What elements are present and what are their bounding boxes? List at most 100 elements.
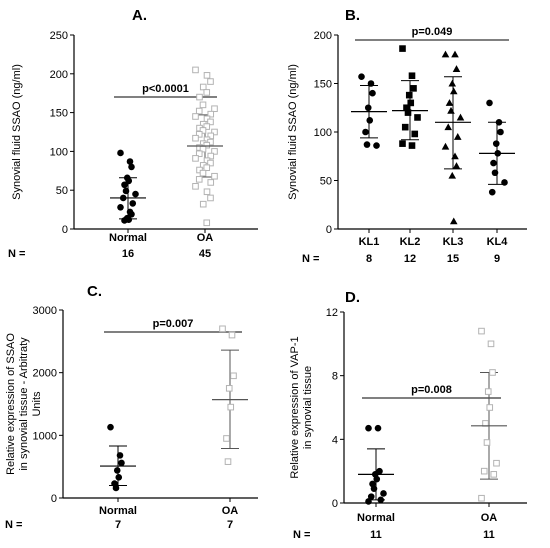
y-axis-label-line: Units <box>31 391 43 417</box>
data-point <box>491 169 499 177</box>
n-value: 9 <box>494 253 500 265</box>
n-value: 16 <box>122 248 134 260</box>
data-point <box>487 340 495 348</box>
data-point <box>445 99 454 106</box>
y-axis-label-line: Relative expression of SSAO <box>5 333 17 475</box>
data-point <box>117 203 124 211</box>
data-point <box>486 99 493 107</box>
n-value: 7 <box>227 519 233 531</box>
data-point <box>451 152 459 160</box>
y-tick-label: 150 <box>314 79 332 91</box>
data-point <box>480 467 488 475</box>
y-axis-label-line: Relative expression of VAP-1 <box>289 336 301 478</box>
data-point <box>448 79 457 87</box>
data-point <box>207 132 215 140</box>
data-point <box>374 424 382 432</box>
data-point <box>107 423 114 431</box>
data-point <box>192 134 199 142</box>
data-point <box>408 142 416 149</box>
data-point <box>223 435 230 442</box>
panel-c: C. 0 1000 2000 3000 Normal OA N = 7 7 Relative exp… <box>5 283 258 531</box>
data-point <box>364 104 372 112</box>
data-point <box>358 73 365 81</box>
data-point <box>373 142 380 149</box>
y-tick-label: 1000 <box>33 430 57 442</box>
panel-a: A. 0 50 100 150 200 250 Normal OA N = 16 45 Synovial… <box>8 7 258 260</box>
data-point <box>112 484 120 492</box>
p-value-label: p=0.008 <box>411 384 452 396</box>
data-point <box>203 188 211 196</box>
data-point <box>408 72 416 80</box>
data-point <box>399 140 406 147</box>
y-axis-label-line: in synovial tissue <box>302 366 314 449</box>
y-tick-label: 12 <box>326 307 338 319</box>
panel-d: D. 0 4 8 12 Normal OA N = 11 11 Relative expressio… <box>289 289 527 541</box>
data-point <box>224 458 232 465</box>
data-point <box>132 190 139 198</box>
data-point <box>192 155 199 162</box>
data-point <box>203 164 211 171</box>
data-point <box>118 459 125 467</box>
n-value: 11 <box>370 529 382 541</box>
x-category-label: Normal <box>109 232 147 244</box>
y-tick-label: 150 <box>50 108 68 120</box>
data-point <box>126 158 134 165</box>
data-point <box>365 424 372 432</box>
n-label: N = <box>8 248 25 260</box>
y-tick-label: 0 <box>326 224 332 236</box>
data-point <box>365 498 372 505</box>
panel-letter: A. <box>132 7 147 24</box>
data-point <box>478 327 485 335</box>
p-value-label: p=0.007 <box>153 318 194 330</box>
data-point <box>199 127 207 134</box>
y-tick-label: 200 <box>50 69 68 81</box>
x-category-label: KL2 <box>400 236 421 248</box>
y-tick-label: 3000 <box>33 305 57 317</box>
n-value: 15 <box>447 253 459 265</box>
data-point <box>369 89 376 97</box>
data-point <box>370 485 378 492</box>
data-point <box>456 113 465 121</box>
data-point <box>199 200 207 208</box>
data-point <box>192 183 199 190</box>
x-category-label: KL4 <box>487 236 509 248</box>
data-point <box>478 494 485 502</box>
data-point <box>453 133 462 140</box>
p-value-label: p<0.0001 <box>142 83 189 95</box>
y-tick-label: 0 <box>332 498 338 510</box>
data-point <box>203 72 211 79</box>
data-point <box>405 91 413 99</box>
data-point <box>449 87 458 95</box>
y-tick-label: 2000 <box>33 368 57 380</box>
data-point <box>203 89 211 96</box>
data-point <box>199 169 207 177</box>
data-point <box>486 404 494 411</box>
x-category-label: Normal <box>99 505 137 517</box>
data-point <box>121 217 128 224</box>
p-value-label: p=0.049 <box>412 26 453 38</box>
data-point <box>447 106 455 114</box>
y-axis-label-line: in synovial tissue - Arbitraty <box>18 337 30 471</box>
n-value: 8 <box>366 253 372 265</box>
data-point <box>207 78 214 85</box>
y-axis-label: Synovial fluid SSAO (ng/ml) <box>287 64 299 200</box>
data-point <box>452 65 461 72</box>
data-point <box>228 331 236 339</box>
data-point <box>441 142 450 150</box>
data-point <box>199 101 207 109</box>
data-point <box>451 50 459 58</box>
data-point <box>414 114 421 121</box>
data-point <box>207 152 215 160</box>
data-point <box>192 66 199 74</box>
data-point <box>449 217 458 225</box>
data-point <box>492 140 500 147</box>
data-point <box>117 149 124 157</box>
data-point <box>380 490 387 497</box>
data-point <box>377 496 385 504</box>
data-point <box>207 194 214 202</box>
data-point <box>227 403 235 411</box>
data-point <box>367 493 375 500</box>
data-point <box>211 128 218 136</box>
data-point <box>195 131 203 138</box>
